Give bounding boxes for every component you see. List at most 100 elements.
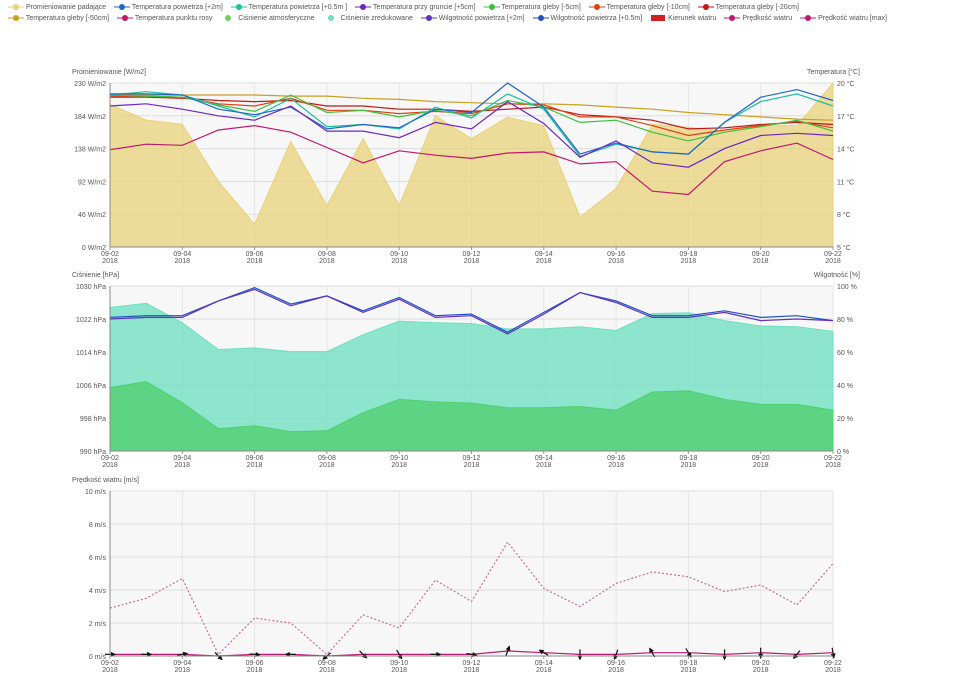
- y-tick-label: 230 W/m2: [74, 81, 106, 88]
- legend-item[interactable]: Temperatura gleby [-10cm]: [588, 2, 690, 13]
- wind-direction-arrow: [177, 651, 189, 657]
- legend-item[interactable]: Kierunek wiatru: [650, 13, 716, 24]
- y-right-tick-label: 40 %: [837, 383, 853, 390]
- x-tick-label: 09-22: [824, 251, 842, 258]
- legend-swatch-icon: [8, 4, 24, 11]
- x-tick-label: 09-12: [463, 455, 481, 462]
- y-tick-label: 1014 hPa: [76, 350, 106, 357]
- x-tick-label: 09-16: [607, 251, 625, 258]
- y-tick-label: 92 W/m2: [78, 179, 106, 186]
- x-tick-label: 09-12: [463, 251, 481, 258]
- legend-label: Ciśnienie atmosferyczne: [236, 15, 315, 22]
- chart-1: 0 W/m2 46 W/m2 92 W/m2 138 W/m2 184 W/m2 230 …: [72, 68, 860, 265]
- legend-swatch-icon: [651, 15, 666, 22]
- x-tick-label: 09-02: [101, 455, 119, 462]
- x-tick-label: 09-20: [752, 251, 770, 258]
- y-right-tick-label: 11 °C: [837, 178, 854, 186]
- legend-item[interactable]: Temperatura punktu rosy: [117, 13, 212, 24]
- legend-swatch-icon: [230, 4, 247, 11]
- y-right-tick-label: 20 %: [837, 416, 853, 423]
- x-tick-year-label: 2018: [175, 462, 191, 469]
- series-line: [110, 82, 834, 155]
- y-right-tick-label: 0 %: [837, 449, 849, 456]
- y-tick-label: 0 m/s: [89, 654, 107, 661]
- x-tick-year-label: 2018: [536, 667, 552, 674]
- y-tick-label: 138 W/m2: [74, 147, 106, 154]
- legend-label: Ciśnienie zredukowane: [338, 15, 413, 22]
- y-tick-label: 4 m/s: [89, 588, 107, 595]
- legend: Promieniowanie padające Temperatura powi…: [8, 2, 908, 24]
- x-tick-year-label: 2018: [681, 258, 697, 265]
- legend-item[interactable]: Wilgotność powietrza [+0.5m]: [532, 13, 643, 24]
- x-tick-year-label: 2018: [753, 667, 769, 674]
- legend-item[interactable]: Ciśnienie zredukowane: [323, 13, 413, 24]
- x-tick-year-label: 2018: [681, 667, 697, 674]
- wind-direction-arrow: [538, 649, 549, 656]
- legend-swatch-icon: [225, 15, 232, 22]
- x-tick-label: 09-06: [246, 455, 264, 462]
- x-tick-label: 09-08: [318, 660, 336, 667]
- series-area: [109, 381, 834, 452]
- legend-swatch-icon: [117, 15, 134, 22]
- y-right-tick-label: 20 °C: [837, 80, 855, 88]
- legend-item[interactable]: Temperatura gleby [-5cm]: [483, 2, 581, 13]
- x-tick-year-label: 2018: [319, 258, 335, 265]
- y-tick-label: 1022 hPa: [76, 317, 106, 324]
- legend-swatch-icon: [8, 15, 24, 22]
- y-right-tick-label: 17 °C: [837, 113, 855, 121]
- legend-label: Temperatura powietrza [+2m]: [130, 4, 223, 11]
- y-tick-label: 0 W/m2: [82, 245, 106, 252]
- x-tick-label: 09-16: [607, 455, 625, 462]
- x-tick-year-label: 2018: [753, 258, 769, 265]
- x-tick-year-label: 2018: [391, 667, 407, 674]
- x-tick-year-label: 2018: [825, 258, 841, 265]
- y-axis-title: Promieniowanie [W/m2]: [72, 69, 146, 76]
- legend-item[interactable]: Temperatura gleby [-50cm]: [8, 13, 109, 24]
- x-tick-year-label: 2018: [825, 667, 841, 674]
- legend-item[interactable]: Prędkość wiatru [max]: [800, 13, 887, 24]
- wind-direction-arrow: [396, 649, 403, 660]
- x-tick-label: 09-20: [752, 455, 770, 462]
- x-tick-year-label: 2018: [753, 462, 769, 469]
- x-tick-year-label: 2018: [536, 462, 552, 469]
- y-axis-title: Ciśnienie [hPa]: [72, 272, 119, 279]
- chart-3: 0 m/s2 m/s4 m/s6 m/s8 m/s10 m/s09-022018…: [72, 477, 842, 674]
- y-tick-label: 46 W/m2: [78, 212, 106, 219]
- legend-item[interactable]: Wilgotność powietrza [+2m]: [420, 13, 525, 24]
- legend-item[interactable]: Temperatura przy gruncie [+5cm]: [355, 2, 476, 13]
- x-tick-year-label: 2018: [319, 462, 335, 469]
- x-tick-year-label: 2018: [825, 462, 841, 469]
- legend-swatch-icon: [483, 4, 500, 11]
- x-tick-label: 09-04: [173, 660, 191, 667]
- legend-swatch-icon: [355, 4, 372, 11]
- x-tick-label: 09-14: [535, 455, 553, 462]
- x-tick-label: 09-06: [246, 251, 264, 258]
- y-tick-label: 998 hPa: [80, 416, 106, 423]
- legend-item[interactable]: Prędkość wiatru: [724, 13, 792, 24]
- y-right-tick-label: 80 %: [837, 317, 853, 324]
- y-tick-label: 990 hPa: [80, 449, 106, 456]
- x-tick-year-label: 2018: [247, 462, 263, 469]
- legend-item[interactable]: Ciśnienie atmosferyczne: [220, 13, 315, 24]
- y-right-tick-label: 14 °C: [837, 146, 855, 154]
- wind-direction-arrow: [577, 649, 583, 661]
- legend-item[interactable]: Promieniowanie padające: [8, 2, 106, 13]
- y-right-tick-label: 8 °C: [837, 211, 851, 219]
- y-tick-label: 10 m/s: [85, 489, 107, 496]
- x-tick-label: 09-06: [246, 660, 264, 667]
- legend-item[interactable]: Temperatura gleby [-20cm]: [697, 2, 799, 13]
- legend-label: Temperatura przy gruncie [+5cm]: [371, 4, 476, 11]
- legend-item[interactable]: Temperatura powietrza [+0.5m ]: [230, 2, 347, 13]
- x-tick-year-label: 2018: [464, 667, 480, 674]
- y-right-tick-label: 60 %: [837, 350, 853, 357]
- legend-item[interactable]: Temperatura powietrza [+2m]: [114, 2, 223, 13]
- legend-label: Wilgotność powietrza [+0.5m]: [548, 15, 643, 22]
- x-tick-label: 09-18: [679, 660, 697, 667]
- x-tick-year-label: 2018: [391, 258, 407, 265]
- wind-direction-arrow: [830, 647, 836, 659]
- y-axis-title: Prędkość wiatru [m/s]: [72, 477, 139, 484]
- x-tick-year-label: 2018: [608, 667, 624, 674]
- x-tick-label: 09-04: [173, 455, 191, 462]
- legend-swatch-icon: [724, 15, 741, 22]
